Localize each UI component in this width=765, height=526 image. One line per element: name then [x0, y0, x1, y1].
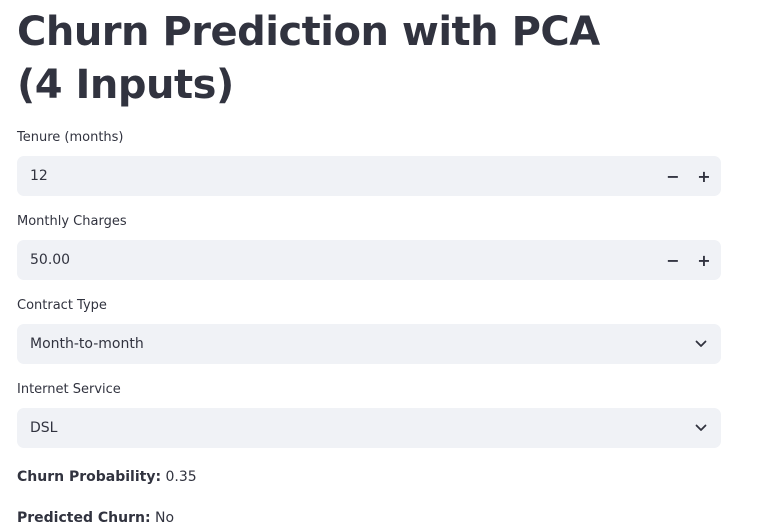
monthly-charges-label: Monthly Charges	[17, 214, 127, 229]
churn-probability-result: Churn Probability: 0.35	[17, 468, 197, 486]
tenure-number-input[interactable]: 12 − +	[17, 156, 721, 196]
internet-service-select[interactable]: DSL	[17, 408, 721, 448]
monthly-charges-decrement-button[interactable]: −	[666, 250, 680, 270]
monthly-charges-value[interactable]: 50.00	[30, 252, 71, 268]
contract-type-select[interactable]: Month-to-month	[17, 324, 721, 364]
tenure-increment-button[interactable]: +	[697, 166, 711, 186]
churn-probability-label: Churn Probability:	[17, 469, 162, 485]
monthly-charges-increment-button[interactable]: +	[697, 250, 711, 270]
predicted-churn-value: No	[155, 510, 175, 526]
tenure-value[interactable]: 12	[30, 168, 48, 184]
internet-service-selected-value[interactable]: DSL	[30, 420, 58, 436]
chevron-down-icon[interactable]	[694, 421, 708, 435]
tenure-label: Tenure (months)	[17, 130, 124, 145]
contract-type-selected-value[interactable]: Month-to-month	[30, 336, 144, 352]
predicted-churn-label: Predicted Churn:	[17, 510, 151, 526]
tenure-decrement-button[interactable]: −	[666, 166, 680, 186]
monthly-charges-number-input[interactable]: 50.00 − +	[17, 240, 721, 280]
contract-type-label: Contract Type	[17, 298, 107, 313]
chevron-down-icon[interactable]	[694, 337, 708, 351]
predicted-churn-result: Predicted Churn: No	[17, 509, 174, 526]
churn-probability-value: 0.35	[165, 469, 197, 485]
internet-service-label: Internet Service	[17, 382, 121, 397]
page-title: Churn Prediction with PCA (4 Inputs)	[17, 9, 600, 108]
